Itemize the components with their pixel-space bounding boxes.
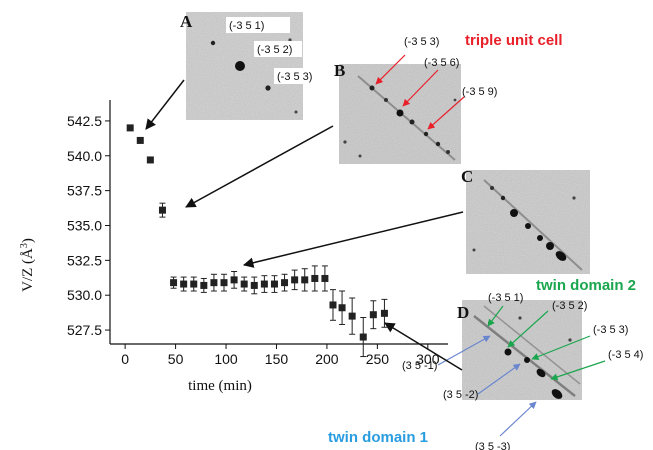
data-point bbox=[136, 136, 144, 144]
data-point bbox=[329, 301, 337, 309]
domain2-arrow-3 bbox=[531, 335, 591, 360]
data-point bbox=[301, 276, 309, 284]
domain2-reflection-1: (-3 5 1) bbox=[488, 292, 523, 304]
data-point bbox=[260, 280, 268, 288]
x-tick-label: 250 bbox=[366, 351, 390, 367]
data-point bbox=[240, 280, 248, 288]
panel-b-reflection-1: (-3 5 3) bbox=[404, 36, 439, 48]
data-point bbox=[338, 304, 346, 312]
arrow-a bbox=[145, 79, 185, 130]
data-point bbox=[270, 280, 278, 288]
domain2-reflection-2: (-3 5 2) bbox=[552, 300, 587, 312]
panel-b-title: triple unit cell bbox=[465, 32, 563, 49]
data-point bbox=[250, 281, 258, 289]
panel-b-reflection-3: (-3 5 9) bbox=[462, 86, 497, 98]
data-point bbox=[311, 274, 319, 282]
y-ticks: 527.5 530.0 532.5 535.0 537.5 540.0 542.5 bbox=[67, 113, 110, 338]
domain2-reflection-4: (-3 5 4) bbox=[608, 349, 643, 361]
arrow-d bbox=[384, 322, 463, 371]
x-tick-label: 100 bbox=[214, 351, 238, 367]
panel-a: A (-3 5 1) (-3 5 2) (-3 5 3) bbox=[145, 12, 322, 130]
data-point bbox=[210, 279, 218, 287]
panel-b-arrow-3 bbox=[427, 96, 465, 130]
domain2-arrow-4 bbox=[550, 360, 606, 381]
panel-a-reflection-1: (-3 5 1) bbox=[229, 20, 264, 32]
data-point bbox=[126, 124, 134, 132]
plot-area: 0 50 100 150 200 250 300 527.5530.0532.5535.05… bbox=[19, 100, 448, 394]
domain1-arrow-3 bbox=[499, 401, 537, 437]
domain1-reflection-2: (3 5 -2) bbox=[443, 389, 478, 401]
data-point bbox=[291, 276, 299, 284]
x-tick-label: 50 bbox=[168, 351, 184, 367]
data-point bbox=[348, 312, 356, 320]
panel-d-label: D bbox=[457, 303, 469, 322]
y-tick-label: 530.0 bbox=[67, 287, 102, 303]
x-tick-label: 300 bbox=[416, 351, 440, 367]
data-point bbox=[220, 279, 228, 287]
data-point bbox=[359, 333, 367, 341]
twin-domain-1-title: twin domain 1 bbox=[328, 429, 428, 446]
y-tick-label: 532.5 bbox=[67, 252, 102, 268]
y-tick-label: 537.5 bbox=[67, 183, 102, 199]
domain1-arrow-2 bbox=[477, 363, 521, 395]
panel-a-reflection-2: (-3 5 2) bbox=[257, 44, 292, 56]
y-tick-label: 542.5 bbox=[67, 113, 102, 129]
domain2-arrow-1 bbox=[487, 305, 504, 327]
y-tick-label: 535.0 bbox=[67, 217, 102, 233]
panel-b: B triple unit cell (-3 5 3) (-3 5 6) (-3… bbox=[185, 32, 563, 208]
data-point bbox=[190, 280, 198, 288]
data-point bbox=[200, 281, 208, 289]
data-point bbox=[321, 274, 329, 282]
x-tick-label: 0 bbox=[121, 351, 129, 367]
twin-domain-2-title: twin domain 2 bbox=[536, 277, 636, 294]
data-point bbox=[170, 279, 178, 287]
x-ticks: 0 50 100 150 200 250 300 bbox=[121, 344, 440, 367]
data-point bbox=[230, 276, 238, 284]
domain2-arrow-2 bbox=[507, 310, 549, 348]
panel-c: C bbox=[242, 167, 590, 274]
x-axis-label: time (min) bbox=[188, 378, 252, 394]
panel-c-label: C bbox=[461, 167, 473, 186]
data-point bbox=[180, 280, 188, 288]
panel-b-arrow-2 bbox=[402, 69, 439, 107]
y-tick-label: 540.0 bbox=[67, 148, 102, 164]
data-point bbox=[158, 206, 166, 214]
arrow-b bbox=[185, 125, 334, 208]
panel-a-reflection-3: (-3 5 3) bbox=[277, 71, 312, 83]
data-point bbox=[281, 279, 289, 287]
y-axis-label: V/Z (Å3) bbox=[19, 238, 36, 292]
data-point bbox=[369, 311, 377, 319]
data-point bbox=[380, 309, 388, 317]
y-tick-label: 527.5 bbox=[67, 322, 102, 338]
panel-d: D twin domain 2 twin domain 1 (-3 5 1) (… bbox=[328, 277, 643, 450]
panel-b-label: B bbox=[334, 61, 345, 80]
x-tick-label: 150 bbox=[265, 351, 289, 367]
panel-b-reflection-2: (-3 5 6) bbox=[424, 57, 459, 69]
domain2-reflection-3: (-3 5 3) bbox=[593, 324, 628, 336]
panel-a-label: A bbox=[180, 12, 193, 31]
domain1-reflection-1: (3 5 -1) bbox=[402, 360, 437, 372]
domain1-reflection-3: (3 5 -3) bbox=[475, 441, 510, 450]
x-tick-label: 200 bbox=[315, 351, 339, 367]
data-point bbox=[146, 156, 154, 164]
arrow-c bbox=[242, 211, 464, 268]
panel-b-arrow-1 bbox=[375, 54, 406, 85]
data-points bbox=[126, 124, 388, 358]
